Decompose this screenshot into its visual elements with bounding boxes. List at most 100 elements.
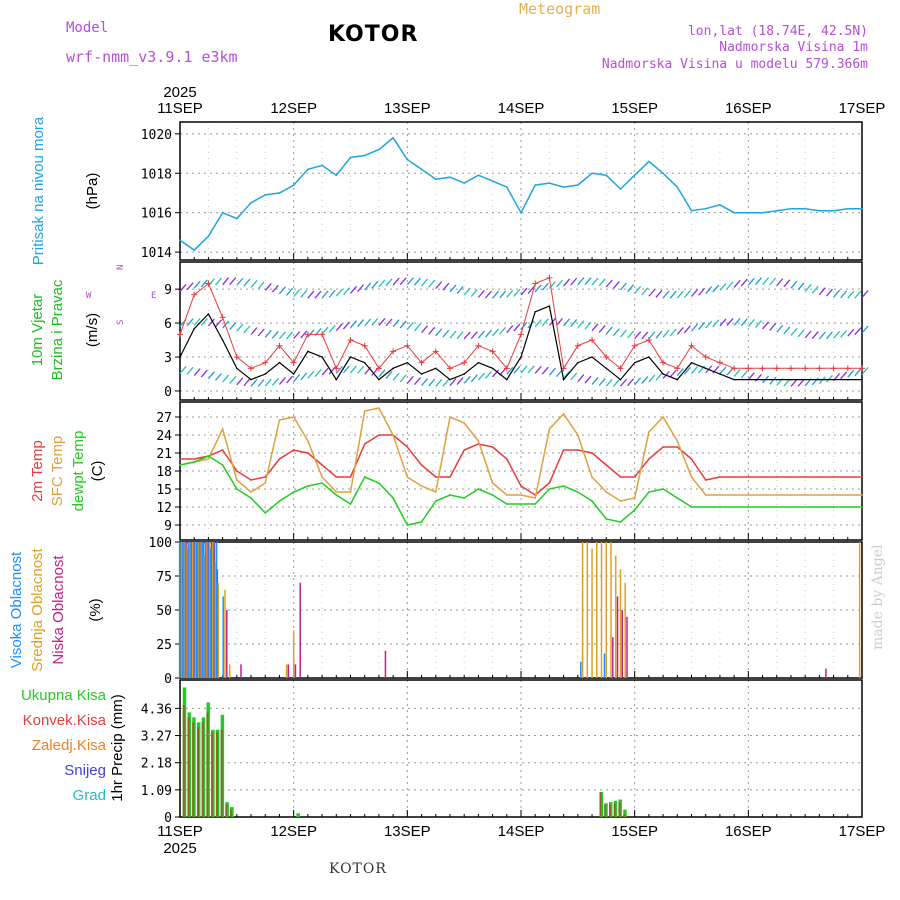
wind-barb xyxy=(570,319,578,328)
wind-speed-line-point xyxy=(562,378,565,381)
wind-barb xyxy=(484,290,492,299)
wind-barb xyxy=(264,378,272,387)
wind-gust-marker xyxy=(830,365,837,372)
lonlat-info: lon,lat (18.74E, 42.5N) xyxy=(687,24,868,39)
wind-barb xyxy=(825,374,833,383)
wind-barb xyxy=(477,330,485,339)
pressure-line-point xyxy=(207,235,210,238)
wind-barb xyxy=(754,320,762,328)
wind-barb xyxy=(286,287,294,296)
temp-dewpt-line-point xyxy=(349,503,352,505)
wind-speed-line-point xyxy=(534,310,537,313)
wind-barb xyxy=(520,287,528,296)
temp-sfc-line-point xyxy=(676,440,679,442)
wind-barb xyxy=(669,290,677,299)
temp-2m-line-point xyxy=(491,446,494,448)
wind-barb xyxy=(733,279,741,288)
precip-conv-bar xyxy=(225,804,228,817)
direction-legend-n: N xyxy=(116,265,126,270)
wind-barb xyxy=(783,279,791,288)
wind-barb xyxy=(371,280,379,289)
y-tick-label: 3.27 xyxy=(141,730,172,745)
wind-speed-line-point xyxy=(406,361,409,364)
wind-barb xyxy=(243,325,251,334)
wind-barb xyxy=(740,278,748,287)
wind-barb xyxy=(286,331,294,340)
temp-2m-line-point xyxy=(690,458,693,460)
wind-barb xyxy=(747,372,755,381)
y-tick-label: 6 xyxy=(164,317,172,332)
wind-barb xyxy=(506,325,514,334)
wind-barb xyxy=(769,277,777,286)
x-tick-label-top: 13SEP xyxy=(384,100,431,117)
wind-barb xyxy=(314,290,322,299)
wind-barb xyxy=(627,330,635,339)
precip-conv-bar xyxy=(230,809,233,817)
temp-2m-line-point xyxy=(292,449,295,451)
x-tick-label-top: 16SEP xyxy=(725,100,772,117)
wind-barb xyxy=(250,279,258,288)
y-tick-label: 0 xyxy=(164,811,172,826)
wind-gust-marker xyxy=(844,365,851,372)
wind-barb xyxy=(563,370,571,379)
pressure-line-point xyxy=(221,211,224,214)
wind-speed-line-point xyxy=(278,361,281,364)
wind-speed-line-point xyxy=(392,367,394,370)
pressure-line-point xyxy=(463,182,465,184)
pressure-line-point xyxy=(193,249,196,251)
temp-2m-line-point xyxy=(307,452,309,454)
pressure-line xyxy=(179,136,862,252)
pressure-line-point xyxy=(562,186,565,188)
wind-speed-line-point xyxy=(775,378,778,381)
temp-2m-line-point xyxy=(434,476,437,478)
wind-axis-title-1: 10m Vjetar xyxy=(29,294,46,367)
wind-barb xyxy=(236,323,244,332)
wind-barb xyxy=(243,278,251,287)
wind-barb xyxy=(449,330,457,339)
temp-sfc-line-point xyxy=(378,407,380,409)
wind-speed-line-point xyxy=(520,356,522,358)
wind-barb xyxy=(499,290,507,299)
temp-dewpt-line-point xyxy=(648,491,650,493)
temp-dewpt-line-point xyxy=(406,524,409,526)
wind-barb xyxy=(470,331,478,340)
precip-conv-bar xyxy=(215,732,218,817)
wind-speed-line-point xyxy=(619,378,622,381)
wind-barb xyxy=(662,329,670,338)
wind-barb xyxy=(612,328,620,337)
wind-barb xyxy=(541,318,549,327)
precip-legend-4: Grad xyxy=(73,787,106,804)
wind-barb xyxy=(350,285,357,294)
wind-barb xyxy=(676,368,684,376)
wind-gust-marker xyxy=(787,365,794,372)
temp-dewpt-line-point xyxy=(463,497,465,499)
wind-barb xyxy=(804,284,812,292)
temp-2m-line-point xyxy=(420,464,423,466)
temp-dewpt-label: dewpt Temp xyxy=(70,431,87,512)
temp-dewpt-line-point xyxy=(733,506,735,508)
precip-total-bar xyxy=(296,813,300,817)
temp-2m-line-point xyxy=(775,476,778,478)
wind-speed-line-point xyxy=(321,356,323,358)
wind-gust-marker xyxy=(859,365,865,372)
wind-barb xyxy=(435,281,443,290)
wind-gust-marker xyxy=(589,337,596,344)
temp-2m-line-point xyxy=(505,458,508,460)
temp-sfc-line-point xyxy=(434,491,437,493)
wind-barb xyxy=(207,278,215,287)
wind-barb xyxy=(371,367,379,376)
temp-sfc-line-point xyxy=(733,494,735,496)
wind-barb xyxy=(186,318,194,327)
wind-barb xyxy=(691,366,698,374)
temp-sfc-line-point xyxy=(605,491,608,493)
temp-dewpt-line-point xyxy=(292,491,295,493)
wind-barb xyxy=(421,278,429,287)
temp-sfc-line-point xyxy=(236,479,238,481)
wind-speed-line-point xyxy=(648,356,650,358)
precip-conv-bar xyxy=(211,732,214,817)
temp-sfc-line-point xyxy=(307,440,309,442)
pressure-line-point xyxy=(832,209,835,212)
y-tick-label: 12 xyxy=(156,501,172,516)
wind-speed-line-point xyxy=(605,367,608,370)
wind-gust-marker xyxy=(248,365,255,372)
